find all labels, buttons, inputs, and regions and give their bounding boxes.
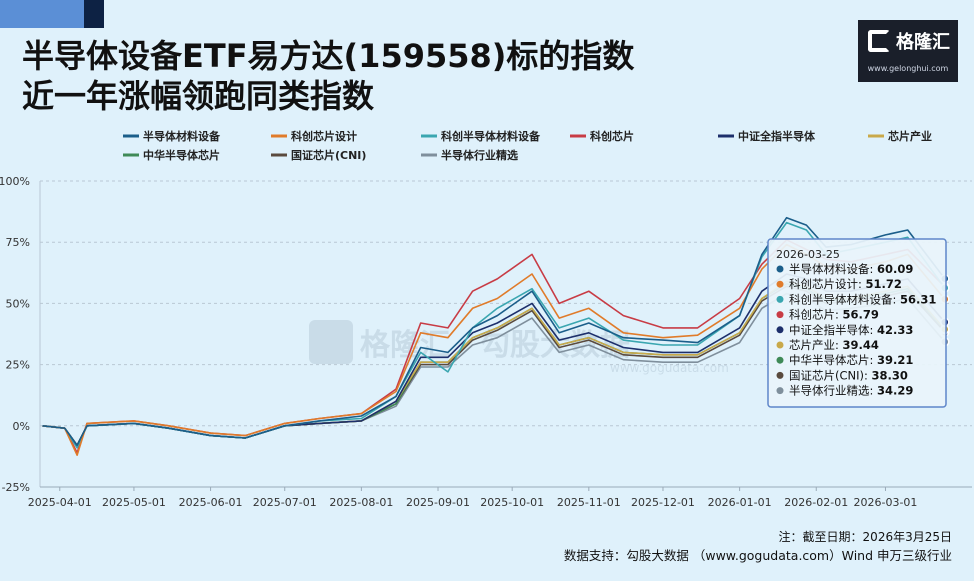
y-tick-label: 75% bbox=[6, 236, 30, 249]
watermark-logo-icon bbox=[309, 320, 353, 364]
logo-name: 格隆汇 bbox=[896, 32, 950, 53]
tooltip-entry: 中证全指半导体: 42.33 bbox=[789, 323, 913, 337]
footer-source: 数据支持：勾股大数据 （www.gogudata.com）Wind 申万三级行业 bbox=[563, 548, 952, 563]
tooltip-entry: 半导体材料设备: 60.09 bbox=[789, 262, 913, 276]
tooltip-swatch bbox=[776, 356, 784, 364]
tooltip-swatch bbox=[776, 295, 784, 303]
x-tick-label: 2025-07-01 bbox=[253, 496, 317, 509]
tooltip-swatch bbox=[776, 326, 784, 334]
logo-g-icon bbox=[868, 30, 890, 52]
tooltip-box bbox=[767, 238, 947, 408]
footer-note: 注：截至日期：2026年3月25日 bbox=[778, 530, 952, 544]
x-tick-label: 2026-02-01 bbox=[784, 496, 848, 509]
tooltip-swatch bbox=[776, 371, 784, 379]
header-accent-block bbox=[84, 0, 104, 28]
legend-label: 科创芯片设计 bbox=[291, 129, 357, 143]
chart-grid: -25% 0% 25% 50% 75% 100% 2025-04-01 2025-05-01 2… bbox=[0, 175, 972, 509]
title-line-2: 近一年涨幅领跑同类指数 bbox=[22, 77, 375, 115]
page-title: 半导体设备ETF易方达(159558)标的指数 近一年涨幅领跑同类指数 bbox=[22, 36, 634, 116]
x-tick-label: 2026-01-01 bbox=[708, 496, 772, 509]
legend-label: 中证全指半导体 bbox=[738, 129, 816, 143]
tooltip-entry: 半导体行业精选: 34.29 bbox=[789, 384, 913, 398]
tooltip-swatch bbox=[776, 311, 784, 319]
legend-label: 半导体行业精选 bbox=[441, 148, 518, 162]
tooltip-entry: 国证芯片(CNI): 38.30 bbox=[789, 368, 908, 382]
x-tick-label: 2025-09-01 bbox=[406, 496, 470, 509]
x-tick-label: 2025-06-01 bbox=[179, 496, 243, 509]
legend-label: 半导体材料设备 bbox=[143, 129, 221, 143]
legend-label: 中华半导体芯片 bbox=[143, 148, 220, 162]
y-tick-label: 0% bbox=[13, 420, 30, 433]
tooltip-entry: 科创半导体材料设备: 56.31 bbox=[789, 292, 936, 306]
chart-legend: 半导体材料设备 科创芯片设计 科创半导体材料设备 科创芯片 中证全指半导体 芯片产业中华半… bbox=[123, 129, 932, 162]
x-tick-label: 2025-11-01 bbox=[557, 496, 621, 509]
tooltip-entry: 科创芯片: 56.79 bbox=[789, 308, 879, 322]
y-tick-label: 100% bbox=[0, 175, 30, 188]
x-tick-label: 2025-10-01 bbox=[480, 496, 544, 509]
logo-url: www.gelonghui.com bbox=[867, 64, 949, 73]
y-tick-label: 50% bbox=[6, 297, 30, 310]
x-tick-label: 2025-04-01 bbox=[28, 496, 92, 509]
watermark: 格隆汇 勾股大数据 www.gogudata.com bbox=[309, 320, 729, 375]
x-tick-label: 2025-05-01 bbox=[102, 496, 166, 509]
x-tick-label: 2025-08-01 bbox=[329, 496, 393, 509]
x-tick-label: 2025-12-01 bbox=[631, 496, 695, 509]
legend-label: 科创芯片 bbox=[590, 129, 634, 143]
legend-label: 国证芯片(CNI) bbox=[291, 148, 366, 162]
y-tick-label: 25% bbox=[6, 359, 30, 372]
title-line-1: 半导体设备ETF易方达(159558)标的指数 bbox=[22, 37, 635, 75]
y-tick-label: -25% bbox=[2, 481, 30, 494]
tooltip-swatch bbox=[776, 280, 784, 288]
tooltip-entry: 科创芯片设计: 51.72 bbox=[789, 277, 902, 291]
tooltip-swatch bbox=[776, 341, 784, 349]
tooltip-entry: 芯片产业: 39.44 bbox=[789, 338, 879, 352]
tooltip-swatch bbox=[776, 387, 784, 395]
tooltip-swatch bbox=[776, 265, 784, 273]
series-line bbox=[42, 216, 946, 447]
tooltip-date: 2026-03-25 bbox=[776, 248, 840, 261]
legend-label: 科创半导体材料设备 bbox=[441, 129, 541, 143]
gelonghui-logo: 格隆汇 www.gelonghui.com bbox=[858, 20, 958, 82]
x-tick-label: 2026-03-01 bbox=[854, 496, 918, 509]
watermark-url: www.gogudata.com bbox=[610, 361, 729, 375]
legend-label: 芯片产业 bbox=[888, 129, 932, 143]
tooltip-entry: 中华半导体芯片: 39.21 bbox=[789, 353, 913, 367]
